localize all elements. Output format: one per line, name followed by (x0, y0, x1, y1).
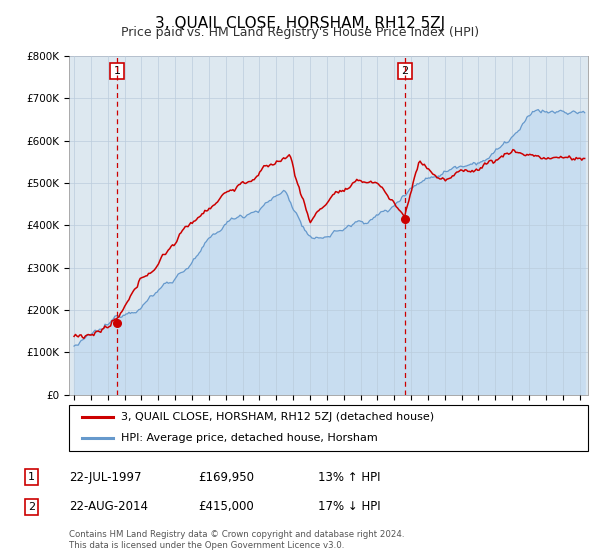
Text: This data is licensed under the Open Government Licence v3.0.: This data is licensed under the Open Gov… (69, 541, 344, 550)
Text: 22-AUG-2014: 22-AUG-2014 (69, 500, 148, 514)
Text: 1: 1 (28, 472, 35, 482)
Text: 13% ↑ HPI: 13% ↑ HPI (318, 470, 380, 484)
Text: 2: 2 (28, 502, 35, 512)
Text: 3, QUAIL CLOSE, HORSHAM, RH12 5ZJ (detached house): 3, QUAIL CLOSE, HORSHAM, RH12 5ZJ (detac… (121, 412, 434, 422)
Text: Contains HM Land Registry data © Crown copyright and database right 2024.: Contains HM Land Registry data © Crown c… (69, 530, 404, 539)
Text: HPI: Average price, detached house, Horsham: HPI: Average price, detached house, Hors… (121, 433, 377, 444)
Text: 17% ↓ HPI: 17% ↓ HPI (318, 500, 380, 514)
Text: £415,000: £415,000 (198, 500, 254, 514)
Text: 22-JUL-1997: 22-JUL-1997 (69, 470, 142, 484)
Text: 1: 1 (113, 66, 121, 76)
FancyBboxPatch shape (69, 405, 588, 451)
Text: 2: 2 (401, 66, 409, 76)
Text: 3, QUAIL CLOSE, HORSHAM, RH12 5ZJ: 3, QUAIL CLOSE, HORSHAM, RH12 5ZJ (155, 16, 445, 31)
Text: Price paid vs. HM Land Registry's House Price Index (HPI): Price paid vs. HM Land Registry's House … (121, 26, 479, 39)
Text: £169,950: £169,950 (198, 470, 254, 484)
